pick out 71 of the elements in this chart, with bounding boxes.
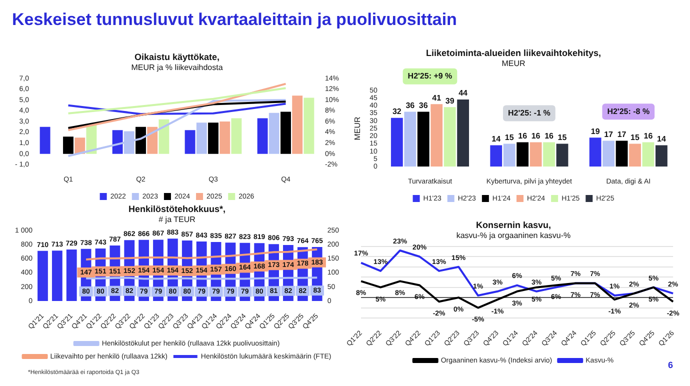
data-label: 14 xyxy=(492,134,502,144)
bar xyxy=(503,144,516,167)
data-label: 15 xyxy=(504,132,514,142)
data-label: 16 xyxy=(644,131,654,140)
bar xyxy=(220,122,230,154)
bar xyxy=(208,122,218,154)
chart-subtitle: MEUR ja % liikevaihdosta xyxy=(131,62,224,72)
chart-subtitle: # ja TEUR xyxy=(158,214,196,224)
bar xyxy=(40,126,50,154)
bar xyxy=(304,98,314,154)
chart-title: Henkilöstötehokkuus*, xyxy=(128,204,226,214)
bar xyxy=(231,118,242,154)
bar xyxy=(516,142,529,167)
bar xyxy=(280,112,291,154)
bar xyxy=(158,119,170,154)
chart-title: Liiketoiminta-alueiden liikevaihtokehitys, xyxy=(426,48,602,58)
bar xyxy=(38,250,48,302)
chart-subtitle: kasvu-% ja orgaaninen kasvu-% xyxy=(456,230,571,240)
bar xyxy=(629,144,641,167)
chart-title: Konsernin kasvu, xyxy=(476,220,552,230)
data-label: 36 xyxy=(406,100,416,110)
data-label: 15 xyxy=(630,132,640,142)
data-label: 19 xyxy=(590,126,600,136)
annotation: H2'25: -1 % xyxy=(508,108,550,118)
y-axis-title: MEUR xyxy=(353,116,362,140)
data-label: 36 xyxy=(418,100,428,110)
data-label: 15 xyxy=(558,132,568,142)
bar xyxy=(543,142,555,167)
bar xyxy=(184,130,196,154)
bar xyxy=(292,96,303,154)
bar xyxy=(147,126,158,154)
data-label: 39 xyxy=(445,96,455,106)
bar xyxy=(404,112,416,167)
bar xyxy=(390,118,403,167)
bar xyxy=(417,112,430,167)
text: Keskeiset tunnusluvut kvartaaleittain ja puolivuosittain xyxy=(12,10,457,30)
bar xyxy=(112,130,123,154)
chart-title: Oikaistu käyttökate, xyxy=(134,52,220,62)
bar xyxy=(457,100,470,167)
data-label: 16 xyxy=(518,131,528,140)
bar xyxy=(589,138,602,167)
bar xyxy=(444,107,456,167)
data-label: 17 xyxy=(604,130,614,139)
bar xyxy=(257,118,268,154)
chart-subtitle: MEUR xyxy=(502,58,526,68)
bar xyxy=(196,122,207,154)
annotation: H2'25: -8 % xyxy=(607,106,650,116)
bar xyxy=(430,104,443,167)
bar xyxy=(556,144,568,167)
data-label: 17 xyxy=(617,130,627,139)
bar xyxy=(642,142,654,167)
bar xyxy=(124,131,134,154)
data-label: 32 xyxy=(392,107,402,116)
data-label: 16 xyxy=(544,131,554,140)
bar xyxy=(602,140,615,167)
bar xyxy=(136,126,146,154)
bar xyxy=(52,250,62,302)
bar xyxy=(268,112,280,154)
data-label: 44 xyxy=(458,88,468,98)
bar xyxy=(490,145,502,167)
bar xyxy=(74,138,86,154)
bar xyxy=(616,140,628,167)
text: 6 xyxy=(668,360,674,370)
data-label: 41 xyxy=(432,93,442,102)
data-label: 14 xyxy=(657,134,666,144)
text: H2'25: +9 % xyxy=(408,72,452,81)
bar xyxy=(656,145,668,167)
bar xyxy=(530,142,542,167)
data-label: 16 xyxy=(531,131,541,140)
bar xyxy=(63,136,74,154)
bar xyxy=(66,250,77,302)
